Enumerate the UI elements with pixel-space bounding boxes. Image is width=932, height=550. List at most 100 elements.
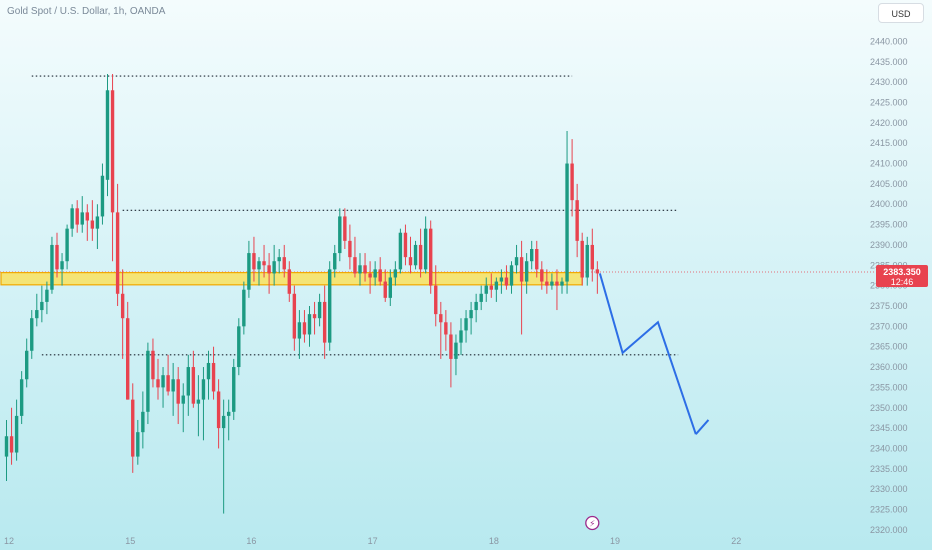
price-tag-value: 2383.350	[883, 267, 921, 277]
price-tick-label: 2415.000	[870, 138, 908, 148]
candle-body	[166, 375, 170, 392]
candle-body	[40, 301, 44, 311]
candle	[509, 261, 514, 294]
candle-body	[221, 415, 226, 429]
event-marker	[585, 515, 600, 531]
time-tick-label: 15	[125, 536, 135, 546]
candle-body	[439, 314, 443, 323]
candle-body	[519, 257, 524, 282]
time-tick-label: 16	[246, 536, 256, 546]
candle	[302, 310, 307, 343]
candle	[237, 318, 241, 376]
candle	[19, 371, 24, 425]
candle	[383, 269, 387, 302]
candle	[216, 379, 221, 449]
candle-body	[413, 244, 418, 266]
candle	[560, 277, 564, 294]
candle	[85, 204, 89, 241]
candle-body	[570, 163, 574, 201]
candle-body	[176, 379, 180, 404]
candle	[545, 269, 549, 294]
price-tick-label: 2360.000	[870, 362, 908, 372]
candle	[211, 346, 216, 400]
candle	[272, 244, 276, 286]
price-tick-label: 2410.000	[870, 159, 908, 169]
candle-body	[272, 261, 276, 274]
candle-body	[201, 379, 206, 400]
candle-body	[136, 432, 140, 457]
price-tick-label: 2425.000	[870, 97, 908, 107]
time-tick-label: 19	[610, 536, 620, 546]
candle	[267, 253, 271, 294]
candle	[115, 183, 120, 306]
candle	[312, 301, 317, 335]
candle-body	[499, 277, 504, 282]
price-tick-label: 2375.000	[870, 301, 908, 311]
price-tick-label: 2335.000	[870, 464, 908, 474]
candle-body	[9, 436, 14, 453]
candle-body	[171, 379, 175, 392]
candle-body	[545, 281, 549, 286]
candle-body	[151, 350, 155, 380]
currency-button[interactable]: USD	[878, 3, 924, 23]
candle	[494, 277, 499, 302]
candle	[373, 261, 377, 286]
candle	[590, 228, 594, 282]
candle	[100, 163, 105, 225]
candle	[322, 285, 327, 359]
candles-layer	[4, 73, 600, 514]
projection-path	[598, 273, 697, 435]
candle-body	[393, 269, 398, 278]
candle	[570, 139, 574, 217]
candle-body	[373, 269, 377, 278]
candle	[90, 200, 95, 241]
candle-body	[146, 350, 150, 412]
candle-body	[287, 269, 291, 294]
candle	[464, 310, 468, 343]
candle	[105, 73, 110, 197]
candle-body	[585, 244, 589, 278]
candle-body	[509, 265, 514, 286]
candle-body	[358, 265, 362, 274]
candle	[35, 293, 39, 327]
price-tick-label: 2345.000	[870, 423, 908, 433]
candle	[141, 391, 145, 449]
candle-body	[120, 293, 125, 319]
price-tick-label: 2420.000	[870, 118, 908, 128]
price-tick-label: 2405.000	[870, 179, 908, 189]
candle-body	[595, 269, 600, 274]
candle	[282, 244, 286, 278]
price-tag-countdown: 12:46	[891, 277, 914, 287]
candle	[474, 293, 478, 323]
candle-body	[126, 318, 130, 400]
price-tag-box	[876, 265, 928, 288]
candle	[110, 73, 115, 262]
price-tick-label: 2370.000	[870, 321, 908, 331]
candle-body	[530, 249, 534, 262]
candle-body	[555, 281, 559, 286]
candle-body	[474, 301, 478, 311]
levels-layer	[0, 75, 875, 356]
candle-body	[55, 244, 59, 270]
candle	[151, 338, 155, 388]
candle-body	[333, 253, 337, 270]
candle-body	[580, 240, 584, 278]
candle	[176, 367, 180, 425]
candle	[524, 253, 529, 294]
candle-body	[550, 281, 554, 286]
candle	[206, 350, 211, 400]
candle	[65, 224, 69, 270]
candle-body	[50, 244, 54, 290]
candle	[232, 358, 236, 420]
candle	[489, 273, 493, 298]
candle	[469, 301, 473, 335]
candle	[338, 208, 342, 262]
candle-body	[267, 265, 271, 274]
candle-body	[575, 200, 579, 241]
candle	[535, 240, 539, 278]
candle	[333, 244, 337, 278]
candle-body	[398, 232, 403, 270]
candle-body	[328, 269, 332, 343]
candle	[348, 224, 352, 270]
